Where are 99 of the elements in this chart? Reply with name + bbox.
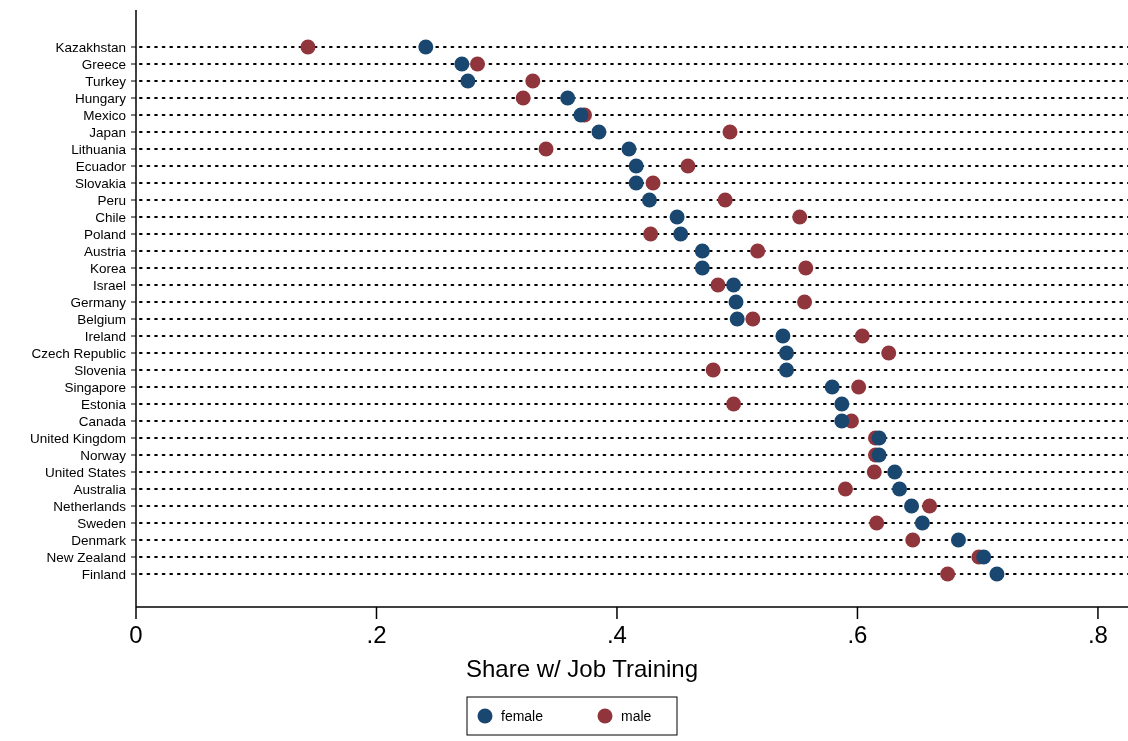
point: [710, 277, 726, 293]
point: [866, 464, 882, 480]
point: [779, 345, 795, 361]
point: [628, 158, 644, 174]
point: [976, 549, 992, 565]
x-axis-title: Share w/ Job Training: [465, 655, 699, 682]
y-tick-label: Turkey: [85, 73, 127, 89]
legend-label: male: [621, 707, 652, 724]
point: [750, 243, 766, 259]
point: [628, 175, 644, 191]
point: [871, 430, 887, 446]
point: [834, 396, 850, 412]
point: [905, 532, 921, 548]
point: [705, 362, 721, 378]
y-tick-label: Canada: [78, 413, 127, 429]
point: [645, 175, 661, 191]
point: [834, 413, 850, 429]
y-tick-label: Lithuania: [71, 141, 127, 157]
point: [694, 260, 710, 276]
point: [726, 396, 742, 412]
point: [892, 481, 908, 497]
point: [460, 73, 476, 89]
point: [560, 90, 576, 106]
point: [989, 566, 1005, 582]
point: [469, 56, 485, 72]
point: [775, 328, 791, 344]
point: [940, 566, 956, 582]
point: [887, 464, 903, 480]
point: [779, 362, 795, 378]
y-tick-label: Estonia: [80, 396, 127, 412]
y-tick-label: Norway: [80, 447, 127, 463]
y-tick-label: Denmark: [71, 532, 127, 548]
point: [851, 379, 867, 395]
x-tick-label: .8: [1087, 621, 1108, 648]
y-tick-label: Poland: [83, 226, 126, 242]
y-tick-label: Chile: [95, 209, 126, 225]
point: [515, 90, 531, 106]
point: [694, 243, 710, 259]
y-tick-label: Peru: [97, 192, 126, 208]
point: [798, 260, 814, 276]
point: [881, 345, 897, 361]
point: [726, 277, 742, 293]
point: [418, 39, 434, 55]
x-tick-label: .6: [847, 621, 868, 648]
point: [643, 226, 659, 242]
point: [914, 515, 930, 531]
y-tick-label: Hungary: [74, 90, 127, 106]
y-tick-label: New Zealand: [46, 549, 126, 565]
y-tick-label: Sweden: [77, 515, 126, 531]
point: [837, 481, 853, 497]
y-tick-label: United Kingdom: [29, 430, 126, 446]
y-tick-label: Finland: [81, 566, 126, 582]
point: [669, 209, 685, 225]
y-tick-label: Austria: [83, 243, 127, 259]
y-tick-label: Singapore: [64, 379, 126, 395]
y-tick-label: Mexico: [83, 107, 126, 123]
point: [922, 498, 938, 514]
point: [454, 56, 470, 72]
point: [797, 294, 813, 310]
point: [525, 73, 541, 89]
point: [722, 124, 738, 140]
point: [573, 107, 589, 123]
point: [824, 379, 840, 395]
y-tick-label: United States: [44, 464, 127, 480]
x-tick-label: .4: [606, 621, 627, 648]
point: [621, 141, 637, 157]
y-tick-label: Japan: [89, 124, 126, 140]
y-tick-label: Australia: [73, 481, 127, 497]
y-tick-label: Korea: [89, 260, 127, 276]
y-tick-label: Slovenia: [74, 362, 127, 378]
y-tick-label: Kazakhstan: [55, 39, 126, 55]
point: [729, 311, 745, 327]
x-tick-label: .2: [366, 621, 387, 648]
point: [745, 311, 761, 327]
point: [300, 39, 316, 55]
point: [950, 532, 966, 548]
point: [904, 498, 920, 514]
point: [673, 226, 689, 242]
y-tick-label: Greece: [81, 56, 126, 72]
y-tick-label: Ireland: [84, 328, 126, 344]
y-tick-label: Czech Republic: [31, 345, 127, 361]
point: [641, 192, 657, 208]
point: [854, 328, 870, 344]
point: [871, 447, 887, 463]
point: [591, 124, 607, 140]
legend-label: female: [501, 707, 544, 724]
y-tick-label: Israel: [92, 277, 126, 293]
x-tick-label: 0: [129, 621, 143, 648]
point: [792, 209, 808, 225]
point: [869, 515, 885, 531]
y-tick-label: Ecuador: [75, 158, 127, 174]
y-tick-label: Belgium: [77, 311, 126, 327]
y-tick-label: Slovakia: [74, 175, 127, 191]
point: [728, 294, 744, 310]
point: [680, 158, 696, 174]
y-tick-label: Germany: [70, 294, 127, 310]
point: [717, 192, 733, 208]
y-tick-label: Netherlands: [53, 498, 127, 514]
point: [538, 141, 554, 157]
